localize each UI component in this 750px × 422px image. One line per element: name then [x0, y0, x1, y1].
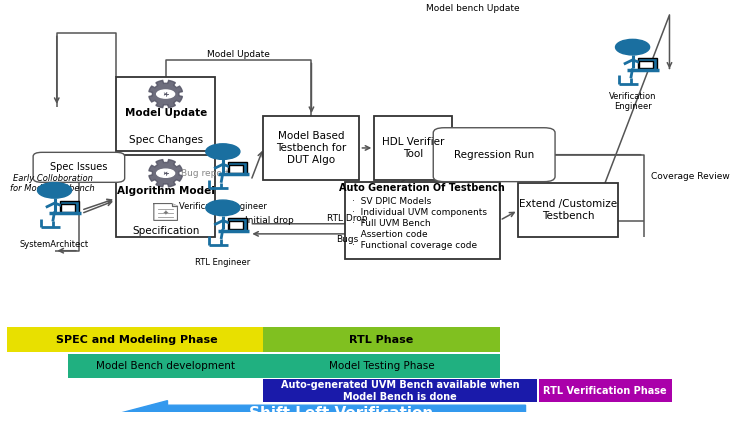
FancyBboxPatch shape	[230, 165, 243, 173]
Text: Verification Engineer: Verification Engineer	[179, 202, 267, 211]
Text: ·  Functional coverage code: · Functional coverage code	[352, 241, 477, 250]
FancyBboxPatch shape	[538, 379, 672, 402]
FancyBboxPatch shape	[116, 77, 215, 151]
Text: Early Colloboration
for Model Testbench: Early Colloboration for Model Testbench	[10, 173, 94, 193]
FancyBboxPatch shape	[8, 327, 266, 352]
Circle shape	[206, 144, 240, 160]
FancyBboxPatch shape	[638, 58, 657, 70]
Text: Model bench Update: Model bench Update	[426, 4, 520, 14]
Text: Regression Run: Regression Run	[454, 150, 534, 160]
FancyBboxPatch shape	[433, 128, 555, 181]
Text: Extend /Customize
Testbench: Extend /Customize Testbench	[519, 200, 617, 221]
Text: ·  Full UVM Bench: · Full UVM Bench	[352, 219, 430, 228]
Text: Model Testing Phase: Model Testing Phase	[328, 361, 434, 371]
Polygon shape	[119, 400, 526, 422]
Text: Coverage Review: Coverage Review	[651, 172, 730, 181]
FancyBboxPatch shape	[263, 354, 500, 378]
Text: HDL Verifier
Tool: HDL Verifier Tool	[382, 137, 444, 159]
Polygon shape	[149, 81, 182, 108]
Circle shape	[616, 39, 650, 55]
Circle shape	[157, 169, 175, 177]
FancyBboxPatch shape	[345, 181, 500, 259]
FancyBboxPatch shape	[116, 155, 215, 237]
Text: Initial drop: Initial drop	[245, 216, 294, 225]
Circle shape	[157, 90, 175, 98]
Text: SPEC and Modeling Phase: SPEC and Modeling Phase	[56, 335, 217, 345]
Text: Auto Generation Of Testbench: Auto Generation Of Testbench	[339, 183, 505, 193]
Polygon shape	[154, 203, 178, 220]
FancyBboxPatch shape	[374, 116, 452, 180]
Text: Verification
Engineer: Verification Engineer	[609, 92, 656, 111]
Text: Model Update: Model Update	[207, 50, 270, 59]
Text: RTL Verification Phase: RTL Verification Phase	[544, 386, 667, 396]
FancyBboxPatch shape	[62, 204, 75, 211]
FancyBboxPatch shape	[33, 152, 125, 182]
Text: Model Update: Model Update	[124, 108, 207, 118]
FancyBboxPatch shape	[263, 327, 500, 352]
Text: ·  SV DPIC Models: · SV DPIC Models	[352, 197, 431, 206]
Text: ✦: ✦	[163, 210, 169, 216]
Text: Model Bench development: Model Bench development	[96, 361, 236, 371]
Polygon shape	[172, 203, 178, 206]
Text: Model Based
Testbench for
DUT Algo: Model Based Testbench for DUT Algo	[276, 131, 346, 165]
Text: SystemArchitect: SystemArchitect	[20, 240, 89, 249]
FancyBboxPatch shape	[639, 61, 652, 68]
FancyBboxPatch shape	[68, 354, 263, 378]
Circle shape	[38, 183, 71, 198]
Text: RTL Engineer: RTL Engineer	[195, 258, 250, 267]
Text: RTL Phase: RTL Phase	[350, 335, 414, 345]
Text: Algorithm Model: Algorithm Model	[117, 186, 214, 196]
Polygon shape	[149, 160, 182, 187]
FancyBboxPatch shape	[263, 116, 359, 180]
Text: Bugs: Bugs	[336, 235, 358, 244]
FancyBboxPatch shape	[263, 379, 536, 402]
Text: Bug report: Bug report	[181, 169, 230, 178]
Text: Assertion code: Assertion code	[352, 230, 428, 239]
FancyBboxPatch shape	[228, 219, 248, 230]
Text: RTL Drop: RTL Drop	[327, 214, 368, 223]
Text: Spec Changes: Spec Changes	[128, 135, 202, 144]
Text: Auto-generated UVM Bench available when
Model Bench is done: Auto-generated UVM Bench available when …	[280, 380, 519, 402]
Text: ·  Individual UVM components: · Individual UVM components	[352, 208, 487, 217]
FancyBboxPatch shape	[60, 201, 79, 213]
FancyBboxPatch shape	[518, 183, 618, 237]
Circle shape	[206, 200, 240, 216]
Text: Spec Issues: Spec Issues	[50, 162, 107, 172]
FancyBboxPatch shape	[228, 162, 248, 174]
Text: Specification: Specification	[132, 226, 200, 236]
Text: Shift Left Verification: Shift Left Verification	[249, 406, 433, 421]
FancyBboxPatch shape	[230, 221, 243, 229]
